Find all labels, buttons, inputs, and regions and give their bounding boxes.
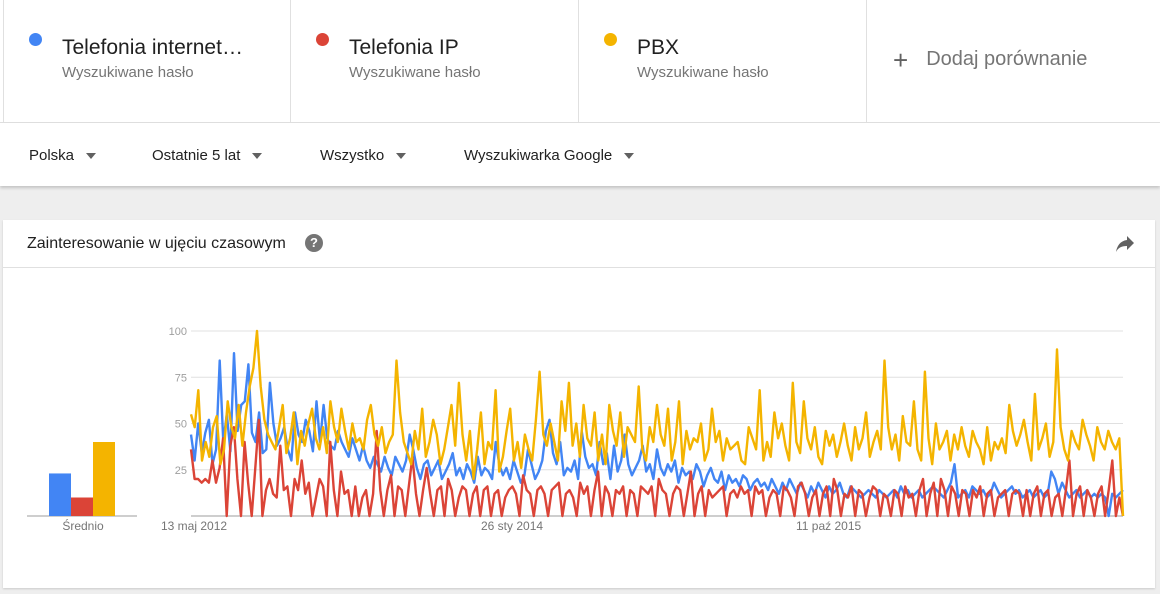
category-label: Wszystko [320, 147, 385, 164]
region-label: Polska [29, 147, 75, 164]
y-tick-label: 75 [175, 372, 187, 384]
line-chart: 25 50 75 100 13 maj 2012 26 sty 2014 11 paź 20… [27, 326, 1125, 533]
add-comparison-button[interactable]: + Dodaj porównanie [893, 44, 1088, 75]
category-dropdown[interactable]: Wszystko [320, 147, 407, 164]
term-color-dot [604, 33, 617, 46]
time-range-label: Ostatnie 5 lat [152, 147, 241, 164]
average-bar [71, 497, 93, 516]
add-comparison-label: Dodaj porównanie [926, 48, 1088, 70]
term-card-1[interactable]: Telefonia internetowa Wyszukiwane hasło [3, 0, 291, 122]
x-date-label: 26 sty 2014 [481, 519, 543, 533]
series-line-telefonia-internetowa [189, 351, 1124, 518]
interest-over-time-card: Zainteresowanie w ujęciu czasowym ? 25 50… [3, 220, 1155, 588]
series-line-pbx [189, 329, 1125, 517]
average-label: Średnio [62, 518, 104, 533]
y-tick-label: 50 [175, 419, 187, 431]
term-type: Wyszukiwane hasło [62, 64, 194, 81]
term-card-3[interactable]: PBX Wyszukiwane hasło [579, 0, 867, 122]
y-tick-label: 100 [169, 326, 187, 338]
region-dropdown[interactable]: Polska [29, 147, 97, 164]
average-bar [49, 473, 71, 516]
term-color-dot [29, 33, 42, 46]
x-date-label: 13 maj 2012 [161, 519, 227, 533]
caret-down-icon [252, 152, 263, 159]
term-name: Telefonia IP [349, 36, 459, 59]
share-icon[interactable] [1115, 235, 1135, 253]
series-line-telefonia-ip [189, 418, 1125, 518]
term-name: PBX [637, 36, 680, 59]
average-bar [93, 442, 115, 516]
question-circle-icon[interactable]: ? [305, 234, 323, 252]
card-title: Zainteresowanie w ujęciu czasowym [27, 235, 286, 252]
y-tick-label: 25 [175, 465, 187, 477]
term-card-2[interactable]: Telefonia IP Wyszukiwane hasło [291, 0, 579, 122]
add-comparison-card[interactable]: + Dodaj porównanie [867, 0, 1160, 122]
plus-icon: + [893, 44, 909, 75]
card-header: Zainteresowanie w ujęciu czasowym ? [3, 220, 1155, 268]
search-terms-bar: Telefonia internetowa Wyszukiwane hasło … [0, 0, 1160, 123]
x-date-label: 11 paź 2015 [796, 519, 861, 533]
term-color-dot [316, 33, 329, 46]
caret-down-icon [86, 152, 97, 159]
term-type: Wyszukiwane hasło [349, 64, 481, 81]
search-source-label: Wyszukiwarka Google [464, 147, 613, 164]
filter-bar: Polska Ostatnie 5 lat Wszystko Wyszukiwa… [0, 123, 1160, 186]
caret-down-icon [396, 152, 407, 159]
term-type: Wyszukiwane hasło [637, 64, 769, 81]
time-range-dropdown[interactable]: Ostatnie 5 lat [152, 147, 263, 164]
caret-down-icon [624, 152, 635, 159]
search-source-dropdown[interactable]: Wyszukiwarka Google [464, 147, 635, 164]
term-name: Telefonia internetowa [62, 36, 248, 59]
